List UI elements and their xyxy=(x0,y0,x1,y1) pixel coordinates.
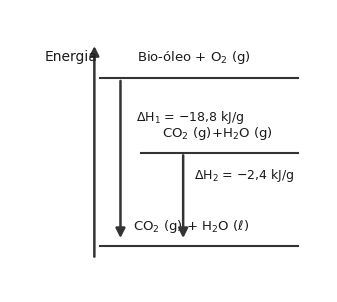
Text: ΔH$_1$ = −18,8 kJ/g: ΔH$_1$ = −18,8 kJ/g xyxy=(136,109,245,126)
Text: CO$_2$ (g) + H$_2$O ($\ell$): CO$_2$ (g) + H$_2$O ($\ell$) xyxy=(133,218,249,235)
Text: Bio-óleo + O$_2$ (g): Bio-óleo + O$_2$ (g) xyxy=(137,50,250,66)
Text: CO$_2$ (g)+H$_2$O (g): CO$_2$ (g)+H$_2$O (g) xyxy=(162,125,272,142)
Text: ΔH$_2$ = −2,4 kJ/g: ΔH$_2$ = −2,4 kJ/g xyxy=(193,167,294,184)
Text: Energia: Energia xyxy=(45,50,98,64)
